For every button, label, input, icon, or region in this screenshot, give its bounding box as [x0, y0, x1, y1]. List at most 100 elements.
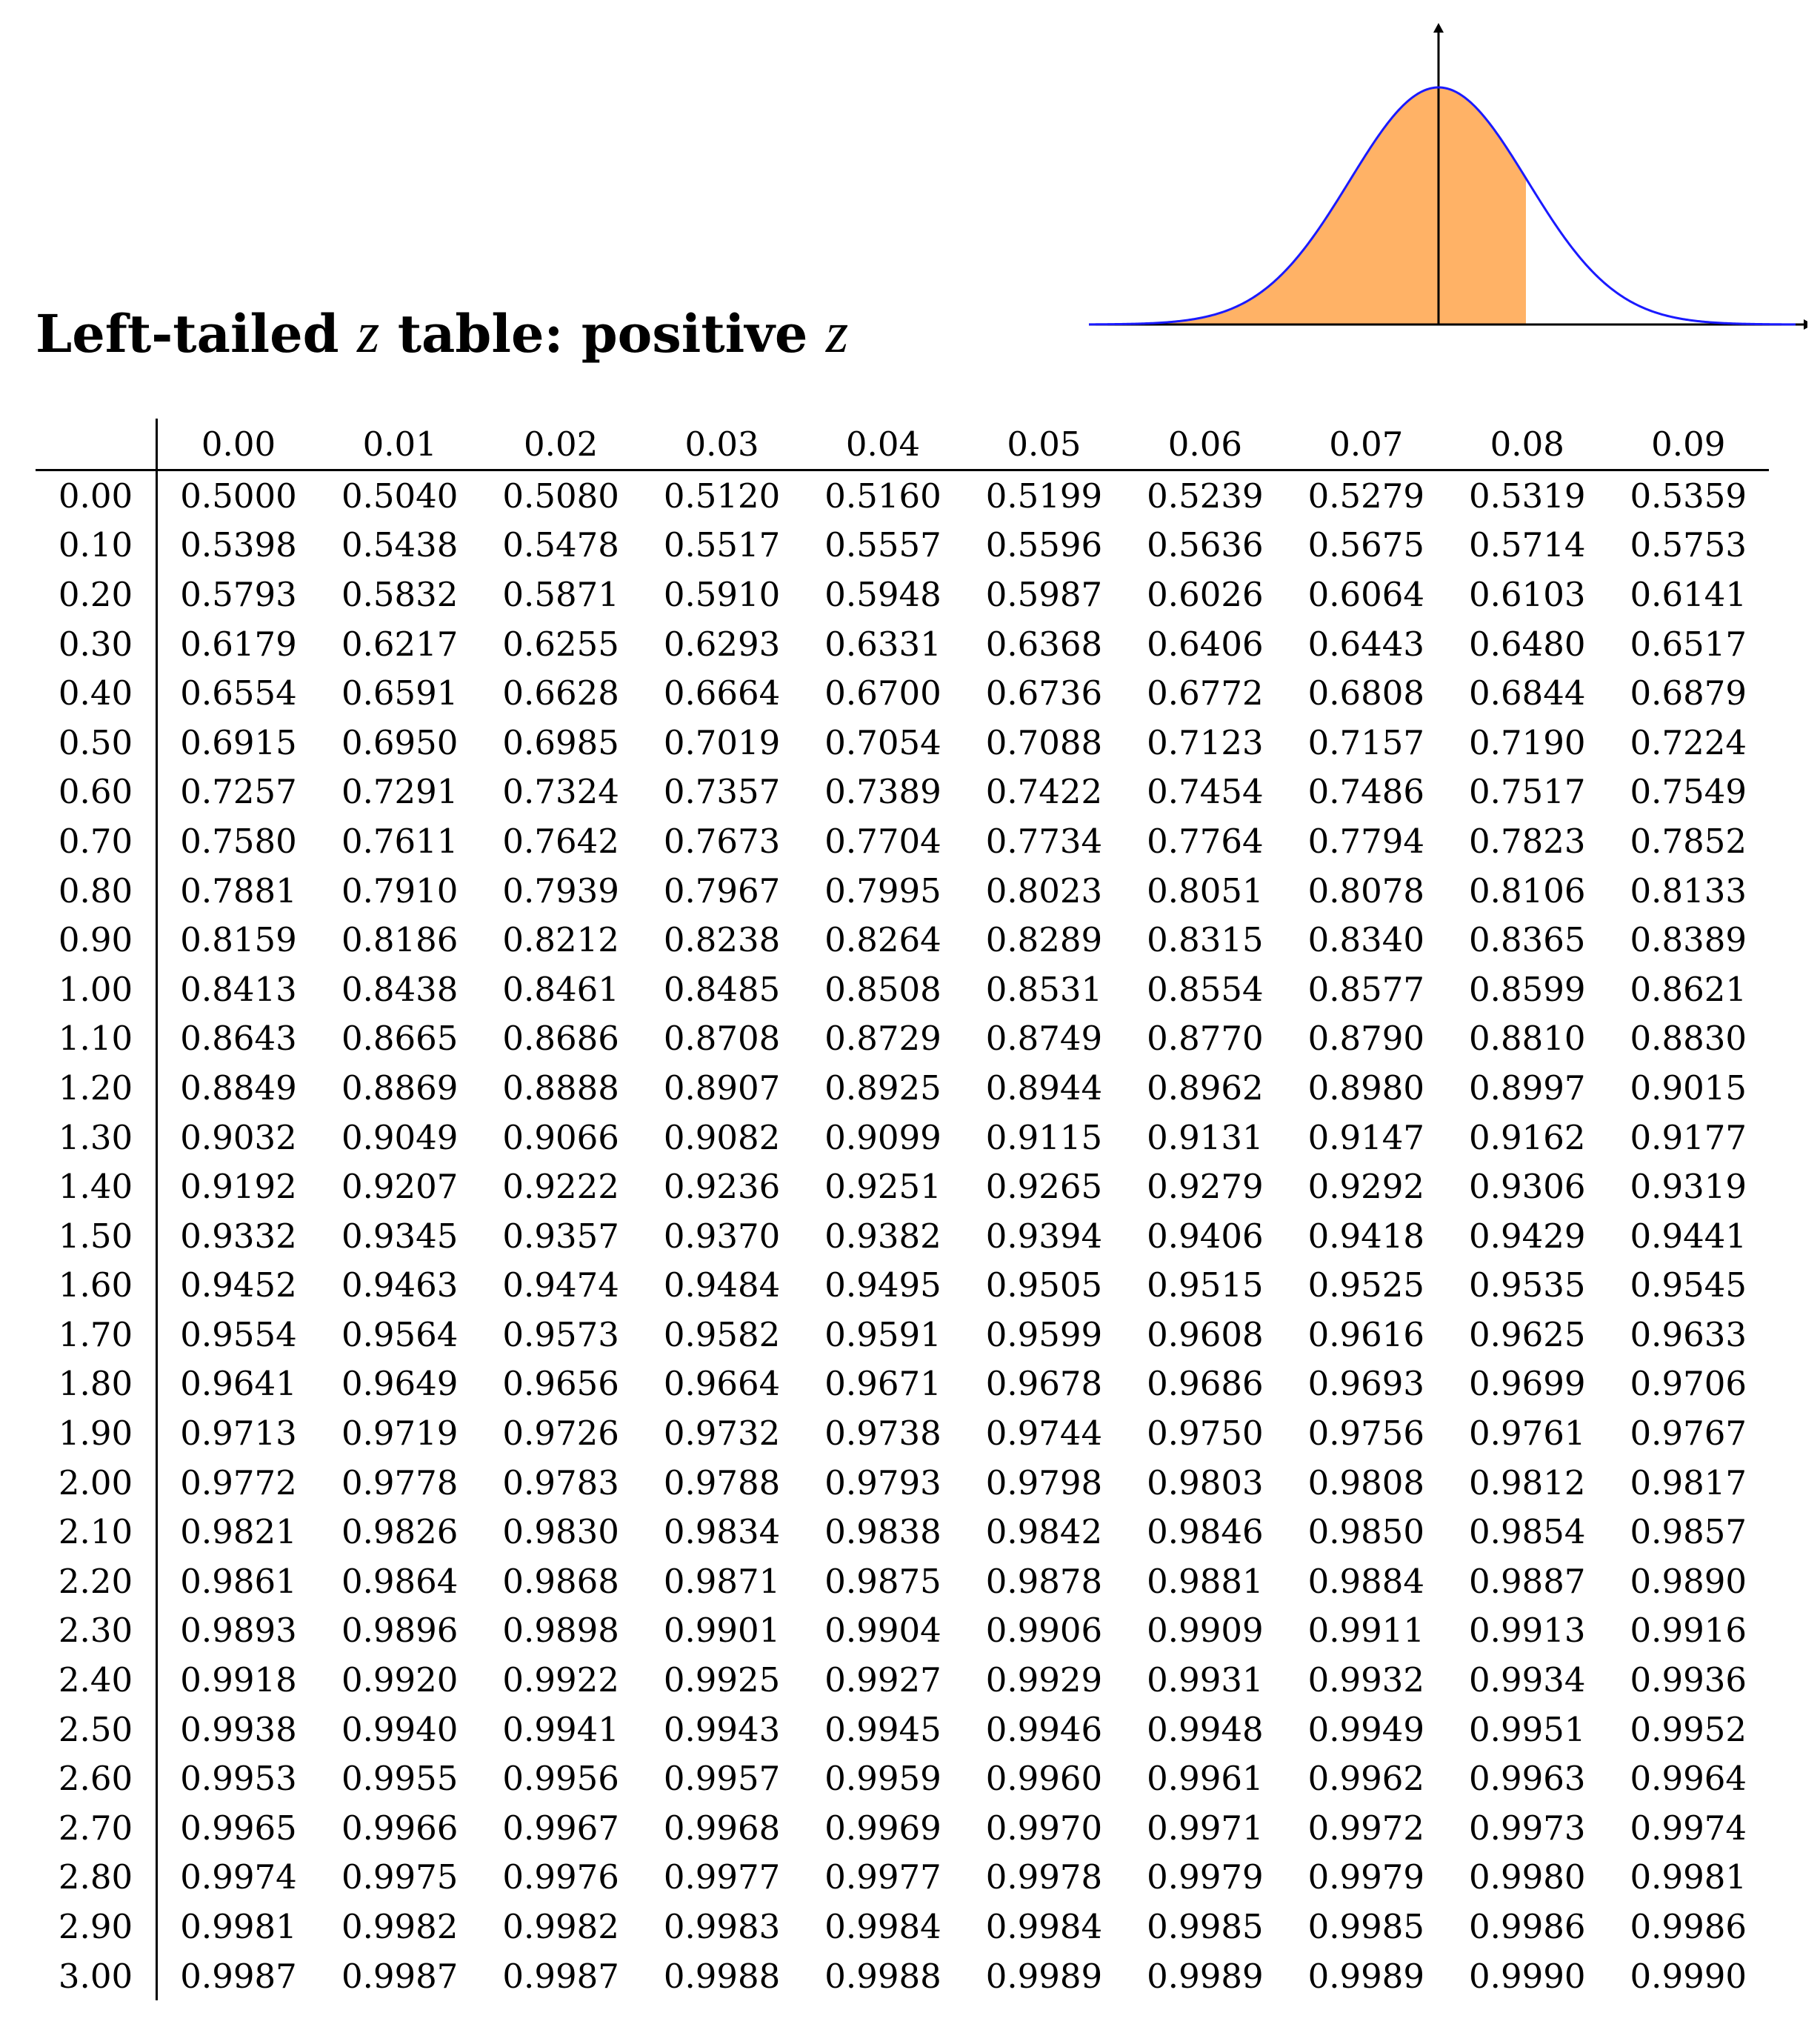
- table-cell: 0.9699: [1469, 1364, 1586, 1404]
- table-cell: 0.9925: [663, 1660, 781, 1700]
- table-cell: 0.8643: [180, 1019, 297, 1059]
- table-cell: 0.9990: [1630, 1956, 1747, 1996]
- row-header: 2.60: [36, 1754, 158, 1804]
- table-body: 0.00 0.5000 0.5040 0.5080 0.5120 0.5160 0.5199…: [36, 470, 1769, 2001]
- row-header: 2.40: [36, 1655, 158, 1705]
- column-header: 0.09: [1607, 419, 1769, 471]
- table-cell: 0.7291: [341, 772, 459, 812]
- table-cell: 0.5160: [824, 476, 941, 516]
- table-cell: 0.9957: [663, 1759, 781, 1799]
- column-header: 0.05: [963, 419, 1125, 471]
- table-cell: 0.9177: [1630, 1117, 1747, 1157]
- table-row: 1.20 0.8849 0.8869 0.8888 0.8907 0.8925 0.8944…: [36, 1063, 1769, 1113]
- table-cell: 0.6844: [1469, 673, 1586, 713]
- table-cell: 0.9932: [1307, 1660, 1425, 1700]
- table-cell: 0.7422: [985, 772, 1103, 812]
- table-cell: 0.9505: [985, 1265, 1103, 1305]
- table-cell: 0.9940: [341, 1709, 459, 1749]
- table-cell: 0.8531: [985, 969, 1103, 1009]
- table-cell: 0.9838: [824, 1512, 941, 1552]
- table-cell: 0.7704: [824, 821, 941, 861]
- table-cell: 0.9738: [824, 1414, 941, 1454]
- table-row: 1.00 0.8413 0.8438 0.8461 0.8485 0.8508 0.8531…: [36, 964, 1769, 1014]
- table-cell: 0.9927: [824, 1660, 941, 1700]
- table-cell: 0.9767: [1630, 1414, 1747, 1454]
- table-row: 3.00 0.9987 0.9987 0.9987 0.9988 0.9988 0.9989…: [36, 1951, 1769, 2001]
- table-cell: 0.9981: [180, 1907, 297, 1947]
- table-cell: 0.9115: [985, 1117, 1103, 1157]
- table-cell: 0.9382: [824, 1216, 941, 1256]
- table-row: 2.20 0.9861 0.9864 0.9868 0.9871 0.9875 0.9878…: [36, 1557, 1769, 1606]
- table-cell: 0.9989: [1147, 1956, 1264, 1996]
- table-cell: 0.7357: [663, 772, 781, 812]
- corner-cell: [36, 419, 158, 471]
- table-cell: 0.9967: [502, 1808, 619, 1848]
- table-cell: 0.9986: [1469, 1907, 1586, 1947]
- table-cell: 0.9441: [1630, 1216, 1747, 1256]
- table-cell: 0.6293: [663, 624, 781, 664]
- table-cell: 0.8577: [1307, 969, 1425, 1009]
- row-header: 1.80: [36, 1359, 158, 1409]
- table-cell: 0.9826: [341, 1512, 459, 1552]
- table-cell: 0.9938: [180, 1709, 297, 1749]
- table-cell: 0.7852: [1630, 821, 1747, 861]
- table-cell: 0.8830: [1630, 1019, 1747, 1059]
- table-cell: 0.9803: [1147, 1462, 1264, 1502]
- table-cell: 0.9976: [502, 1857, 619, 1897]
- table-cell: 0.9956: [502, 1759, 619, 1799]
- table-cell: 0.9656: [502, 1364, 619, 1404]
- table-cell: 0.9686: [1147, 1364, 1264, 1404]
- table-cell: 0.9545: [1630, 1265, 1747, 1305]
- header-row: 0.00 0.01 0.02 0.03 0.04 0.05 0.06 0.07 0.08 0.09: [36, 419, 1769, 471]
- row-header: 0.40: [36, 668, 158, 718]
- table-cell: 0.9332: [180, 1216, 297, 1256]
- table-cell: 0.5871: [502, 574, 619, 614]
- table-cell: 0.9982: [341, 1907, 459, 1947]
- table-cell: 0.7324: [502, 772, 619, 812]
- table-cell: 0.8508: [824, 969, 941, 1009]
- table-cell: 0.7054: [824, 722, 941, 762]
- bell-curve: [1088, 86, 1796, 326]
- table-cell: 0.9854: [1469, 1512, 1586, 1552]
- table-cell: 0.6406: [1147, 624, 1264, 664]
- table-cell: 0.9582: [663, 1314, 781, 1354]
- table-cell: 0.5478: [502, 525, 619, 565]
- table-cell: 0.6736: [985, 673, 1103, 713]
- table-row: 0.10 0.5398 0.5438 0.5478 0.5517 0.5557 0.5596…: [36, 520, 1769, 570]
- table-cell: 0.9922: [502, 1660, 619, 1700]
- table-cell: 0.9370: [663, 1216, 781, 1256]
- table-cell: 0.9292: [1307, 1167, 1425, 1207]
- table-cell: 0.9788: [663, 1462, 781, 1502]
- table-cell: 0.9279: [1147, 1167, 1264, 1207]
- table-row: 0.30 0.6179 0.6217 0.6255 0.6293 0.6331 0.6368…: [36, 619, 1769, 669]
- table-cell: 0.9896: [341, 1611, 459, 1651]
- shaded-area: [1089, 87, 1526, 324]
- table-cell: 0.7823: [1469, 821, 1586, 861]
- table-cell: 0.8962: [1147, 1068, 1264, 1108]
- table-cell: 0.9864: [341, 1561, 459, 1601]
- table-row: 1.70 0.9554 0.9564 0.9573 0.9582 0.9591 0.9599…: [36, 1310, 1769, 1359]
- table-cell: 0.9032: [180, 1117, 297, 1157]
- table-cell: 0.9884: [1307, 1561, 1425, 1601]
- table-cell: 0.9977: [663, 1857, 781, 1897]
- table-cell: 0.9987: [180, 1956, 297, 1996]
- table-cell: 0.9985: [1307, 1907, 1425, 1947]
- table-cell: 0.9778: [341, 1462, 459, 1502]
- table-cell: 0.5120: [663, 476, 781, 516]
- row-header: 0.30: [36, 619, 158, 669]
- row-header: 2.00: [36, 1457, 158, 1508]
- table-cell: 0.9808: [1307, 1462, 1425, 1502]
- table-row: 2.50 0.9938 0.9940 0.9941 0.9943 0.9945 0.9946…: [36, 1704, 1769, 1754]
- table-cell: 0.7088: [985, 722, 1103, 762]
- table-cell: 0.5714: [1469, 525, 1586, 565]
- table-cell: 0.9875: [824, 1561, 941, 1601]
- table-cell: 0.9979: [1147, 1857, 1264, 1897]
- table-cell: 0.9406: [1147, 1216, 1264, 1256]
- table-cell: 0.9966: [341, 1808, 459, 1848]
- table-cell: 0.9974: [1630, 1808, 1747, 1848]
- table-cell: 0.9345: [341, 1216, 459, 1256]
- table-cell: 0.5793: [180, 574, 297, 614]
- table-cell: 0.9515: [1147, 1265, 1264, 1305]
- table-cell: 0.9984: [985, 1907, 1103, 1947]
- table-cell: 0.8315: [1147, 920, 1264, 960]
